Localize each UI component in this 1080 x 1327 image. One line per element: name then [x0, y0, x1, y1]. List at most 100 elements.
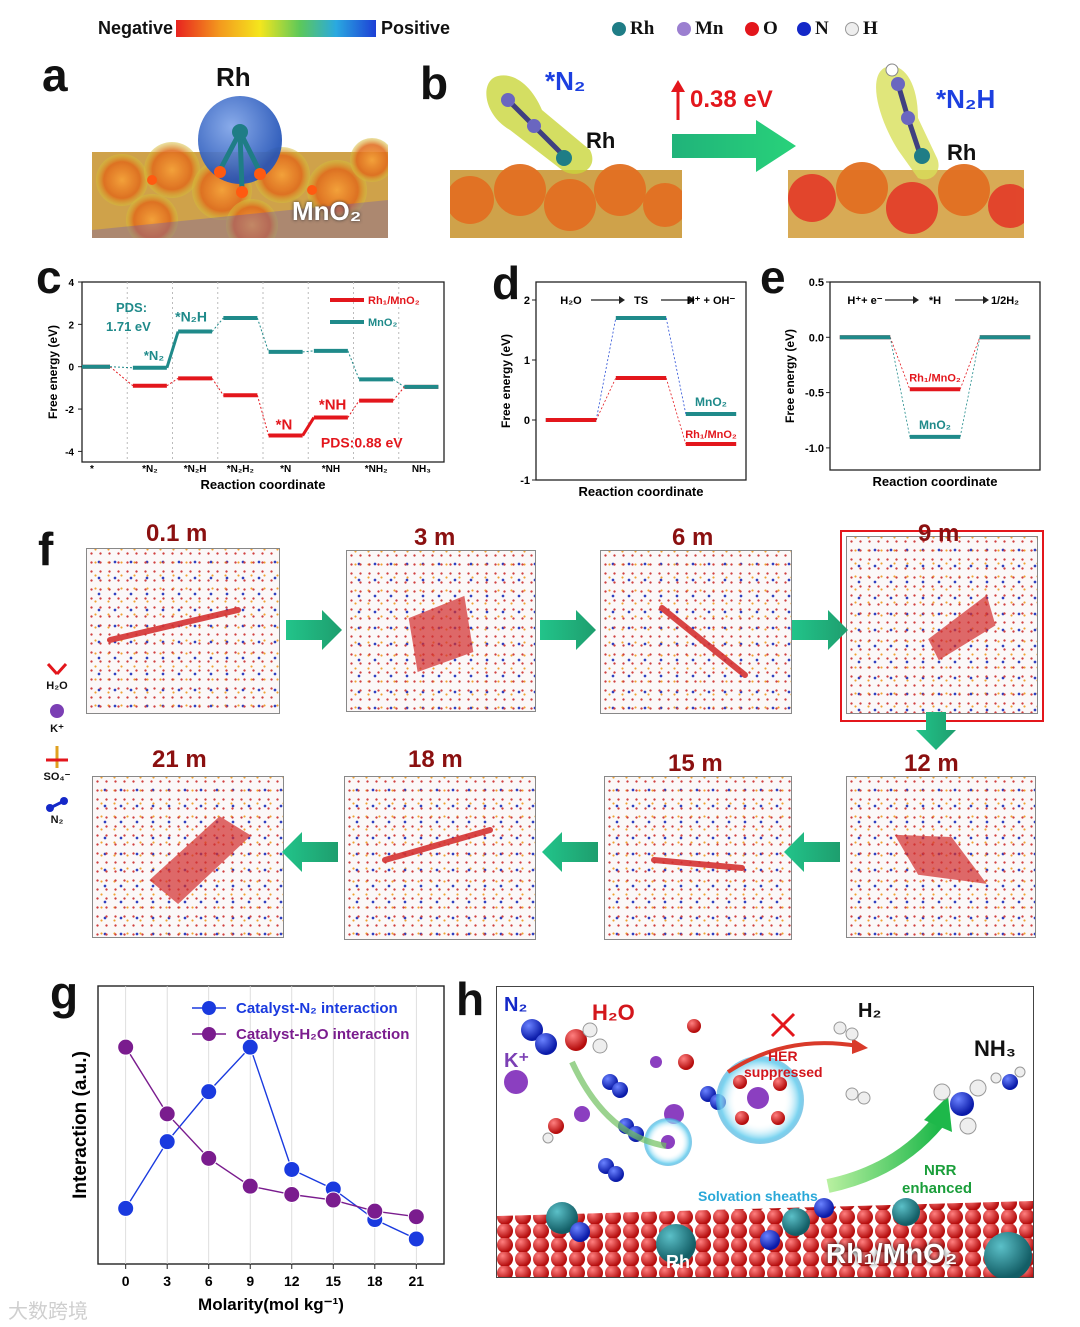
y-tick-label: 4	[68, 278, 74, 289]
x-axis-label: Reaction coordinate	[873, 474, 998, 489]
legend-n: N	[797, 18, 829, 40]
y-tick-label: -1	[520, 475, 530, 487]
md-snapshot-15m	[604, 776, 792, 940]
connector-1-0	[889, 337, 911, 437]
time-label-9m: 9 m	[918, 520, 960, 547]
panel-h-n2-label: N₂	[504, 994, 528, 1016]
panel-e-free-energy-chart: 0.5 0.0 -0.5 -1.0 H⁺+ e⁻ *H 1/2H₂ Reaction coor…	[783, 277, 1041, 489]
pds-value-annotation: 1.71 eV	[106, 319, 151, 334]
panel-d-free-energy-chart: 2 1 0 -1 H₂O TS H⁺ + OH⁻ Reaction coordinate Fre…	[499, 281, 747, 499]
pds-segment-rh	[301, 416, 316, 437]
rh-atom-icon	[612, 22, 626, 36]
panel-label-a: a	[42, 49, 68, 101]
data-point-0-1	[158, 1133, 176, 1151]
connector-1-5	[347, 350, 360, 380]
x-tick-label: *N	[280, 464, 291, 475]
y-tick-label: 1	[524, 355, 530, 367]
x-axis-label: Reaction coordinate	[201, 477, 326, 492]
md-snapshot-12m	[846, 776, 1036, 938]
data-point-1-3	[241, 1177, 259, 1195]
panel-c-free-energy-chart: 4 2 0 -2 -4 * *N₂ *N₂H *N₂H₂ *N *NH *NH₂ NH₃ Rh₁/MnO₂…	[46, 278, 445, 492]
panel-label-f: f	[38, 523, 54, 575]
series-label-mno2: MnO₂	[695, 395, 727, 409]
x-axis-label: Molarity(mol kg⁻¹)	[198, 1295, 344, 1314]
data-point-1-7	[407, 1208, 425, 1226]
connector-0-2	[211, 378, 224, 396]
data-point-1-0	[117, 1038, 135, 1056]
panel-h-her-label: HER	[768, 1048, 798, 1064]
panel-h-nrr-label: NRR	[924, 1162, 957, 1179]
x-tick-label: 18	[367, 1273, 383, 1289]
panel-h-h2-label: H₂	[858, 1000, 882, 1022]
y-axis-label: Free energy (eV)	[499, 334, 513, 428]
highlight-frame-9m	[840, 530, 1044, 722]
step-label: H⁺ + OH⁻	[687, 295, 736, 307]
connector-1-0	[109, 366, 133, 369]
panel-label-h: h	[456, 973, 485, 1025]
legend-marker	[202, 1027, 216, 1041]
connector-1-4	[302, 350, 314, 353]
connector-0-5	[347, 400, 360, 418]
x-tick-label: 6	[205, 1273, 213, 1289]
data-point-1-2	[200, 1149, 218, 1167]
mn-atom-icon	[677, 22, 691, 36]
step-arrowhead	[619, 296, 625, 304]
n2-annotation: *N₂	[144, 348, 164, 363]
connector-1-3	[256, 317, 270, 353]
legend-label: Catalyst-N₂ interaction	[236, 1000, 398, 1017]
legend-o: O	[745, 18, 778, 40]
panel-label-e: e	[760, 251, 786, 303]
x-tick-label: *N₂H₂	[227, 464, 254, 475]
legend-so4: SO₄⁻	[43, 771, 71, 783]
panel-b-n2h-label: *N₂H	[936, 84, 996, 114]
x-tick-label: 15	[325, 1273, 341, 1289]
series-line-1	[125, 1046, 417, 1218]
legend-k: K⁺	[50, 723, 64, 735]
x-tick-label: 12	[284, 1273, 300, 1289]
legend-h2o: H₂O	[46, 680, 68, 692]
x-tick-label: 0	[122, 1273, 130, 1289]
y-tick-label: -2	[65, 405, 74, 416]
panel-h-rhmno2-label: Rh₁/MnO₂	[826, 1238, 958, 1269]
panel-h-rh-label: Rh	[666, 1252, 690, 1272]
panel-b-energy-label: 0.38 eV	[690, 86, 773, 113]
y-tick-label: 2	[68, 320, 74, 331]
panel-a-structure-image	[92, 96, 388, 238]
step-label: H₂O	[560, 295, 582, 307]
panel-label-g: g	[50, 967, 79, 1019]
data-point-0-0	[117, 1199, 135, 1217]
nitrogen-molecule-icon	[46, 797, 68, 812]
energy-up-arrow-icon	[671, 80, 685, 120]
legend-label: Rh₁/MnO₂	[368, 295, 420, 307]
connector-0-0	[595, 317, 617, 421]
colorbar	[176, 20, 376, 37]
md-snapshot-6m	[600, 550, 792, 714]
connector-0-3	[256, 395, 270, 436]
x-tick-label: *	[90, 464, 94, 475]
panel-b-n2h-structure-image	[788, 63, 1024, 238]
step-label: TS	[634, 295, 648, 307]
legend-marker	[202, 1001, 216, 1015]
y-tick-label: 2	[524, 295, 530, 307]
step-arrowhead	[983, 296, 989, 304]
n-atom-icon	[797, 22, 811, 36]
plot-frame	[97, 985, 445, 1265]
panel-h-k-label: K⁺	[504, 1050, 529, 1072]
y-axis-label: Free energy (eV)	[46, 325, 60, 419]
n2h-annotation: *N₂H	[175, 309, 207, 325]
step-label: H⁺+ e⁻	[847, 295, 882, 307]
connector-1-0	[595, 377, 617, 421]
y-tick-label: 0.5	[809, 277, 824, 289]
data-point-1-4	[283, 1186, 301, 1203]
data-point-1-6	[366, 1202, 384, 1220]
step-arrowhead	[913, 296, 919, 304]
panel-h-schematic-image	[496, 986, 1034, 1278]
sulfate-ion-icon	[46, 746, 68, 768]
data-point-0-2	[200, 1083, 218, 1101]
panel-g-interaction-chart: 0 3 6 9 12 15 18 21 Catalyst-N₂ interaction Catal…	[70, 985, 445, 1314]
panel-a-mno2-label: MnO₂	[292, 196, 362, 226]
connector-0-1	[665, 317, 687, 415]
time-label-3m: 3 m	[414, 524, 456, 551]
step-label: 1/2H₂	[991, 295, 1019, 307]
data-point-0-7	[407, 1230, 425, 1248]
